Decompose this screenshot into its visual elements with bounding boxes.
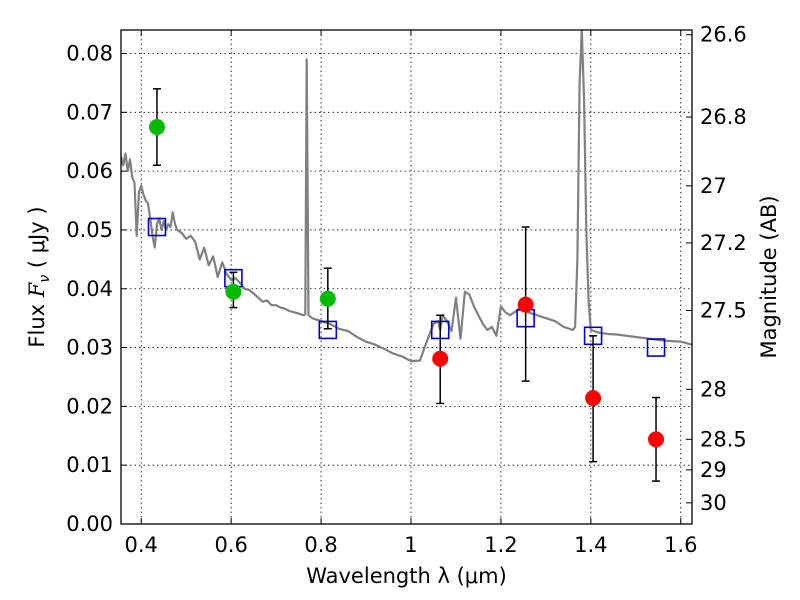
- photometry-point: [648, 431, 665, 448]
- x-tick-label: 1: [404, 533, 417, 557]
- y-axis-label-symbol: F: [25, 281, 49, 298]
- secondary-y-axis-label: Magnitude (AB): [757, 195, 781, 358]
- y-axis-label-subscript: ν: [37, 275, 53, 283]
- y-tick-label: 0.03: [66, 336, 113, 360]
- y-tick-label: 0.05: [66, 218, 113, 242]
- y-tick-label: 0.01: [66, 453, 113, 477]
- y2-tick-label: 26.8: [700, 105, 747, 129]
- y2-tick-label: 27.2: [700, 231, 747, 255]
- photometry-point: [225, 283, 242, 300]
- x-tick-label: 0.6: [214, 533, 247, 557]
- grid: [121, 30, 692, 525]
- axis-ticks: [121, 30, 692, 525]
- photometry-point: [319, 290, 336, 307]
- photometry-point: [432, 350, 449, 367]
- y-tick-label: 0.07: [66, 100, 113, 124]
- y-tick-label: 0.04: [66, 277, 113, 301]
- photometry-point: [585, 390, 602, 407]
- data-marks: [121, 30, 692, 482]
- model-bandpass-marker: [646, 338, 666, 357]
- model-spectrum-line: [121, 30, 692, 363]
- x-axis-label: Wavelength λ (μm): [306, 564, 507, 588]
- plot-area: [121, 30, 692, 482]
- y-tick-label: 0.08: [66, 42, 113, 66]
- y2-tick-label: 27: [700, 174, 727, 198]
- y-axis-label-suffix: ( μJy ): [25, 206, 49, 274]
- photometry-point: [148, 119, 165, 136]
- x-tick-label: 0.8: [304, 533, 337, 557]
- axis-labels: 0.4 0.6 0.8 1 1.2 1.4 1.6 0.00 0.01 0.02 0.03 0.04 0…: [66, 23, 747, 557]
- y-tick-label: 0.00: [66, 512, 113, 536]
- y2-tick-label: 28.5: [700, 427, 747, 451]
- model-bandpass-marker: [147, 217, 167, 237]
- y-tick-label: 0.06: [66, 159, 113, 183]
- x-tick-label: 1.4: [574, 533, 607, 557]
- y-axis-label-prefix: Flux: [25, 297, 49, 347]
- plot-frame: [120, 29, 693, 525]
- x-tick-label: 0.4: [125, 533, 158, 557]
- y2-tick-label: 30: [700, 491, 727, 515]
- y2-tick-label: 27.5: [700, 299, 747, 323]
- y2-tick-label: 29: [700, 458, 727, 482]
- photometry-point: [517, 296, 534, 313]
- y2-tick-label: 26.6: [700, 23, 747, 47]
- x-tick-label: 1.6: [664, 533, 697, 557]
- y-tick-label: 0.02: [66, 394, 113, 418]
- x-tick-label: 1.2: [484, 533, 517, 557]
- y-axis-label: Flux Fν ( μJy ): [25, 206, 53, 347]
- y2-tick-label: 28: [700, 377, 727, 401]
